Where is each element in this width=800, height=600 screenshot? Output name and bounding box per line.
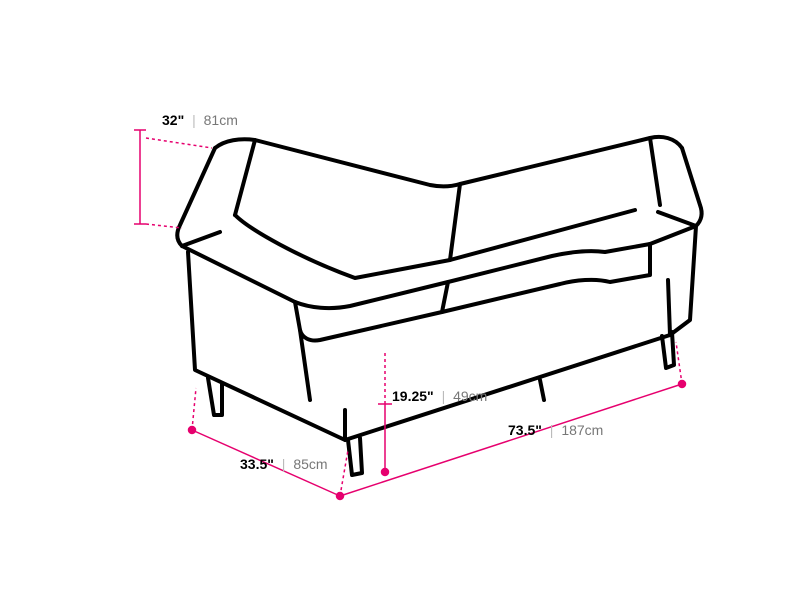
label-sep: | (282, 456, 286, 472)
dimension-lines (134, 130, 686, 500)
label-sep: | (442, 388, 446, 404)
height-cm: 81cm (204, 112, 238, 128)
sofa-dimension-diagram (0, 0, 800, 600)
seat-height-inches: 19.25" (392, 388, 434, 404)
height-inches: 32" (162, 112, 184, 128)
dim-seat-height (378, 350, 392, 476)
label-sep: | (192, 112, 196, 128)
dim-length (340, 342, 686, 496)
label-sep: | (550, 422, 554, 438)
label-seat-height: 19.25" | 49cm (392, 388, 487, 404)
depth-inches: 33.5" (240, 456, 274, 472)
length-inches: 73.5" (508, 422, 542, 438)
label-depth: 33.5" | 85cm (240, 456, 328, 472)
length-cm: 187cm (561, 422, 603, 438)
label-length: 73.5" | 187cm (508, 422, 603, 438)
sofa-outline (177, 137, 701, 475)
label-height: 32" | 81cm (162, 112, 238, 128)
seat-height-cm: 49cm (453, 388, 487, 404)
depth-cm: 85cm (293, 456, 327, 472)
